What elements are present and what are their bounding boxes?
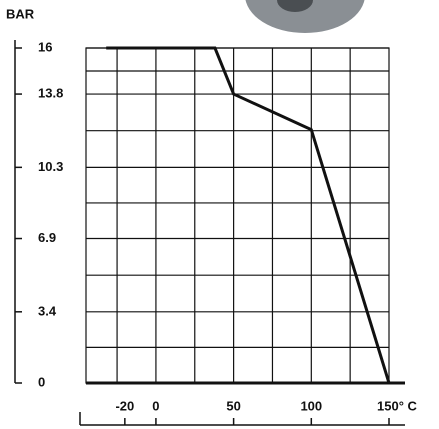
product-photo [245,0,365,33]
product-photo-detail [277,0,313,12]
y-tick-label: 0 [38,374,45,389]
data-line [106,46,391,384]
x-tick-label: 50 [226,398,240,413]
y-tick-label: 3.4 [38,303,57,318]
plot-frame [85,47,390,384]
y-axis-label: BAR [6,6,35,21]
y-tick-label: 16 [38,39,52,54]
y-tick-label: 6.9 [38,230,56,245]
x-tick-label: -20 [115,398,134,413]
y-tick-label: 13.8 [38,86,63,101]
x-tick-label: 150° C [377,398,418,413]
x-tick-label: 100 [300,398,322,413]
y-tick-label: 10.3 [38,159,63,174]
x-tick-label: 0 [152,398,159,413]
